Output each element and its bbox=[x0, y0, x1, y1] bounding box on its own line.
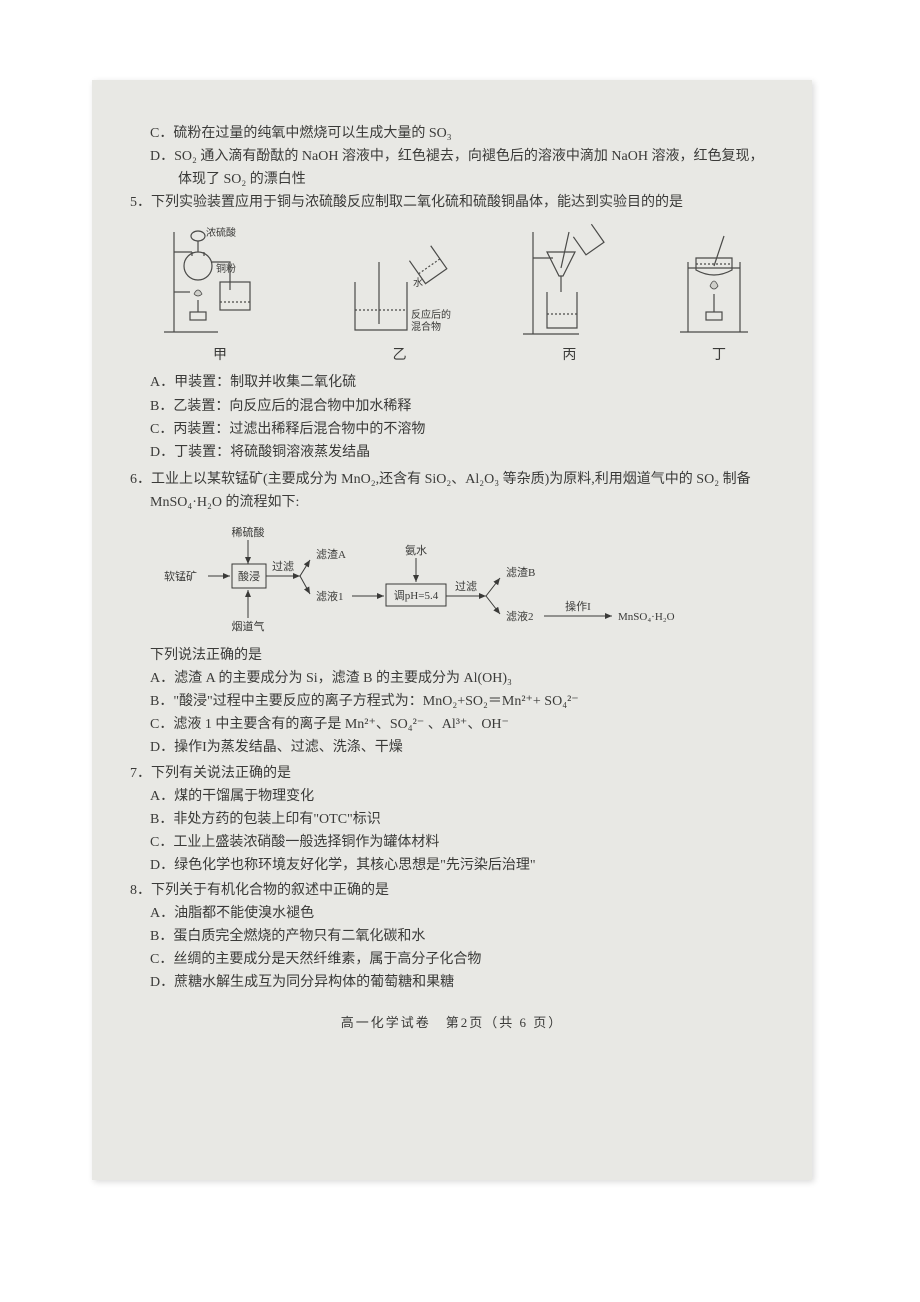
fig-label-ding: 丁 bbox=[674, 344, 764, 367]
fig-label-jia: 甲 bbox=[160, 344, 280, 367]
flow-lvye2: 滤液2 bbox=[506, 609, 534, 623]
q6-option-d: D．操作I为蒸发结晶、过滤、洗涤、干燥 bbox=[150, 736, 774, 759]
q4-option-c: C．硫粉在过量的纯氧中燃烧可以生成大量的 SO₃ bbox=[150, 122, 774, 145]
flow-yandaoqi: 烟道气 bbox=[232, 619, 265, 633]
fig-label-bing: 丙 bbox=[519, 344, 619, 367]
q5-option-a: A．甲装置：制取并收集二氧化硫 bbox=[150, 371, 774, 394]
q6-flowchart: 稀硫酸 软锰矿 烟道气 酸浸 过滤 滤渣A 滤液1 调pH=5.4 氨水 bbox=[130, 514, 774, 644]
q8-option-a: A．油脂都不能使溴水褪色 bbox=[150, 902, 774, 925]
flow-suanjin: 酸浸 bbox=[238, 569, 260, 583]
q5-option-b: B．乙装置：向反应后的混合物中加水稀释 bbox=[150, 395, 774, 418]
q5-fig-ding bbox=[674, 222, 764, 342]
flow-lvzhaB: 滤渣B bbox=[506, 565, 535, 579]
flow-ruanmenkuang: 软锰矿 bbox=[164, 569, 197, 583]
flow-guolv1: 过滤 bbox=[272, 560, 294, 573]
label-nongliusuan: 浓硫酸 bbox=[206, 226, 236, 239]
q5-option-d: D．丁装置：将硫酸铜溶液蒸发结晶 bbox=[150, 441, 774, 464]
q8-option-d: D．蔗糖水解生成互为同分异构体的葡萄糖和果糖 bbox=[150, 971, 774, 994]
q6-option-b: B．"酸浸"过程中主要反应的离子方程式为：MnO₂+SO₂＝Mn²⁺+ SO₄²… bbox=[150, 690, 774, 713]
flow-anshui: 氨水 bbox=[405, 544, 427, 557]
q4-option-d: D．SO₂ 通入滴有酚酞的 NaOH 溶液中，红色褪去，向褪色后的溶液中滴加 N… bbox=[150, 145, 774, 191]
q5-stem: 5．下列实验装置应用于铜与浓硫酸反应制取二氧化硫和硫酸铜晶体，能达到实验目的的是 bbox=[130, 191, 774, 214]
flow-lvzhaA: 滤渣A bbox=[316, 547, 346, 561]
flow-lvye1: 滤液1 bbox=[316, 589, 344, 603]
q5-fig-yi: 水 反应后的 混合物 bbox=[335, 232, 465, 342]
q8-option-c: C．丝绸的主要成分是天然纤维素，属于高分子化合物 bbox=[150, 948, 774, 971]
exam-page: C．硫粉在过量的纯氧中燃烧可以生成大量的 SO₃ D．SO₂ 通入滴有酚酞的 N… bbox=[92, 80, 812, 1180]
q8-option-b: B．蛋白质完全燃烧的产物只有二氧化碳和水 bbox=[150, 925, 774, 948]
q7-option-a: A．煤的干馏属于物理变化 bbox=[150, 785, 774, 808]
q6-below: 下列说法正确的是 bbox=[130, 644, 774, 667]
label-fanyinghou: 反应后的 bbox=[411, 308, 451, 321]
q7-option-b: B．非处方药的包装上印有"OTC"标识 bbox=[150, 808, 774, 831]
q5-fig-bing bbox=[519, 222, 619, 342]
q8-stem: 8．下列关于有机化合物的叙述中正确的是 bbox=[130, 879, 774, 902]
q7-option-c: C．工业上盛装浓硝酸一般选择铜作为罐体材料 bbox=[150, 831, 774, 854]
q5-figure-row: 浓硫酸 铜粉 bbox=[130, 214, 774, 344]
q5-figure-labels: 甲 乙 丙 丁 bbox=[130, 344, 774, 371]
fig-label-yi: 乙 bbox=[335, 344, 465, 367]
label-tongfen: 铜粉 bbox=[216, 262, 236, 275]
label-hunhewu: 混合物 bbox=[411, 320, 441, 333]
q6-option-c: C．滤液 1 中主要含有的离子是 Mn²⁺、SO₄²⁻ 、Al³⁺、OH⁻ bbox=[150, 713, 774, 736]
label-shui: 水 bbox=[413, 277, 423, 289]
flow-tiaopH: 调pH=5.4 bbox=[394, 589, 439, 602]
flow-product: MnSO₄·H₂O bbox=[618, 611, 675, 623]
flow-caozuoI: 操作I bbox=[565, 599, 591, 613]
q7-option-d: D．绿色化学也称环境友好化学，其核心思想是"先污染后治理" bbox=[150, 854, 774, 877]
q6-stem: 6．工业上以某软锰矿(主要成分为 MnO₂,还含有 SiO₂、Al₂O₃ 等杂质… bbox=[130, 468, 774, 514]
flow-xiliusuan: 稀硫酸 bbox=[232, 525, 265, 539]
page-footer: 高一化学试卷 第2页（共 6 页） bbox=[130, 1012, 774, 1033]
q5-option-c: C．丙装置：过滤出稀释后混合物中的不溶物 bbox=[150, 418, 774, 441]
q7-stem: 7．下列有关说法正确的是 bbox=[130, 762, 774, 785]
q6-option-a: A．滤渣 A 的主要成分为 Si，滤渣 B 的主要成分为 Al(OH)₃ bbox=[150, 667, 774, 690]
q5-fig-jia: 浓硫酸 铜粉 bbox=[160, 222, 280, 342]
flow-guolv2: 过滤 bbox=[455, 580, 477, 593]
